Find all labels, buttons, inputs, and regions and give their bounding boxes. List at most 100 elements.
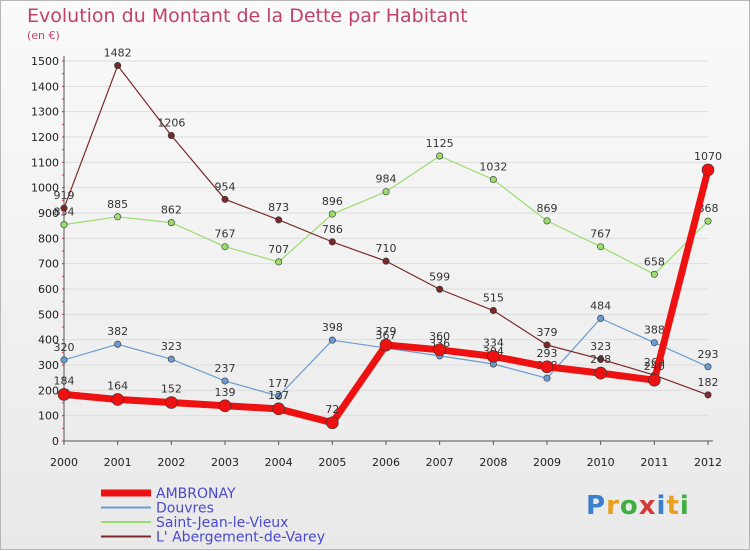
y-tick-label: 1000 [31, 182, 59, 195]
data-point [60, 204, 68, 212]
logo-letter: r [606, 491, 620, 521]
y-tick-label: 1400 [31, 80, 59, 93]
data-label: 320 [54, 341, 75, 354]
data-label: 388 [644, 324, 665, 337]
data-label: 293 [698, 348, 719, 361]
data-label: 707 [268, 243, 289, 256]
legend-label: L' Abergement-de-Varey [156, 530, 325, 546]
y-tick-label: 900 [38, 207, 59, 220]
data-label: 599 [429, 270, 450, 283]
data-point [328, 210, 336, 218]
data-label: 139 [215, 386, 236, 399]
data-point [328, 238, 336, 246]
x-tick-label: 2006 [372, 456, 400, 469]
data-label: 367 [376, 329, 397, 342]
data-label: 1206 [157, 116, 185, 129]
data-point [382, 257, 390, 265]
x-tick-label: 2001 [104, 456, 132, 469]
data-point [326, 416, 339, 430]
data-point [433, 343, 446, 357]
legend-label: Douvres [156, 501, 214, 517]
y-tick-label: 800 [38, 232, 59, 245]
data-point [218, 399, 232, 413]
y-tick-label: 1200 [31, 131, 59, 144]
data-label: 786 [322, 223, 343, 236]
data-point [272, 402, 285, 416]
data-point [328, 336, 336, 344]
data-point [704, 391, 712, 399]
data-point [114, 62, 122, 70]
data-label: 984 [376, 173, 397, 186]
data-label: 323 [590, 340, 611, 353]
x-tick-label: 2009 [533, 456, 561, 469]
data-point [487, 350, 500, 363]
logo-letter: i [656, 491, 667, 521]
data-point [114, 340, 122, 348]
data-point [650, 339, 658, 347]
data-point [436, 285, 444, 293]
data-label: 1070 [694, 150, 722, 163]
data-label: 72 [325, 403, 339, 416]
x-tick-label: 2007 [426, 456, 454, 469]
data-point [648, 373, 661, 387]
data-point [275, 216, 283, 224]
data-label: 919 [54, 189, 75, 202]
data-label: 293 [537, 347, 558, 360]
data-point [543, 374, 551, 382]
data-label: 869 [537, 202, 558, 215]
data-label: 240 [644, 360, 665, 373]
data-label: 177 [268, 377, 289, 390]
data-label: 484 [590, 299, 611, 312]
data-label: 868 [698, 202, 719, 215]
data-point [275, 392, 283, 400]
data-label: 184 [54, 374, 75, 387]
data-point [650, 270, 658, 278]
y-tick-label: 200 [38, 384, 59, 397]
x-tick-label: 2002 [157, 456, 185, 469]
data-label: 164 [107, 379, 128, 392]
data-label: 379 [376, 325, 397, 338]
x-tick-label: 2008 [479, 456, 507, 469]
data-label: 268 [590, 353, 611, 366]
x-tick-label: 2011 [640, 456, 668, 469]
x-tick-label: 2003 [211, 456, 239, 469]
y-tick-label: 400 [38, 334, 59, 347]
x-tick-label: 2012 [694, 456, 722, 469]
data-label: 954 [215, 180, 236, 193]
y-tick-label: 100 [38, 410, 59, 423]
data-label: 862 [161, 204, 182, 217]
data-point [111, 393, 124, 406]
data-label: 767 [590, 228, 611, 241]
y-axis-unit: (en €) [27, 29, 60, 42]
y-tick-label: 0 [52, 435, 59, 448]
y-tick-label: 600 [38, 283, 59, 296]
data-point [701, 163, 715, 177]
data-point [60, 221, 68, 229]
y-tick-label: 300 [38, 359, 59, 372]
data-label: 127 [268, 389, 289, 402]
logo-letter: x [638, 491, 657, 521]
data-label: 152 [161, 382, 182, 395]
data-label: 360 [429, 330, 450, 343]
data-point [379, 338, 393, 352]
data-point [167, 219, 175, 227]
logo-letter: P [586, 491, 607, 521]
x-tick-label: 2004 [265, 456, 293, 469]
data-label: 379 [537, 326, 558, 339]
y-tick-label: 1100 [31, 156, 59, 169]
data-point [114, 213, 122, 221]
data-point [221, 243, 229, 251]
data-point [221, 195, 229, 203]
data-point [489, 176, 497, 184]
legend-label: AMBRONAY [156, 486, 236, 502]
legend-label: Saint-Jean-le-Vieux [156, 515, 288, 531]
data-point [275, 258, 283, 266]
data-point [704, 363, 712, 371]
data-label: 382 [107, 325, 128, 338]
data-label: 854 [54, 206, 75, 219]
x-tick-label: 2010 [587, 456, 615, 469]
y-tick-label: 700 [38, 258, 59, 271]
data-point [167, 355, 175, 363]
